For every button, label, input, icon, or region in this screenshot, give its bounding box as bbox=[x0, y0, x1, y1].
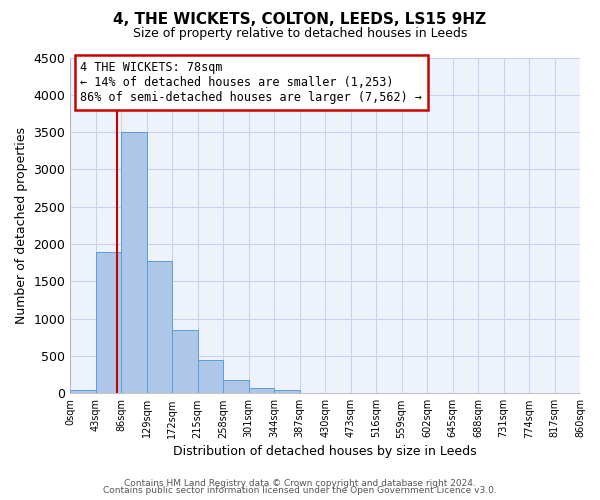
Bar bbox=[198, 360, 223, 394]
Bar bbox=[274, 390, 299, 394]
X-axis label: Distribution of detached houses by size in Leeds: Distribution of detached houses by size … bbox=[173, 444, 477, 458]
Text: 4 THE WICKETS: 78sqm
← 14% of detached houses are smaller (1,253)
86% of semi-de: 4 THE WICKETS: 78sqm ← 14% of detached h… bbox=[80, 61, 422, 104]
Y-axis label: Number of detached properties: Number of detached properties bbox=[15, 127, 28, 324]
Text: Contains HM Land Registry data © Crown copyright and database right 2024.: Contains HM Land Registry data © Crown c… bbox=[124, 478, 476, 488]
Text: 4, THE WICKETS, COLTON, LEEDS, LS15 9HZ: 4, THE WICKETS, COLTON, LEEDS, LS15 9HZ bbox=[113, 12, 487, 28]
Bar bbox=[248, 388, 274, 394]
Text: Size of property relative to detached houses in Leeds: Size of property relative to detached ho… bbox=[133, 28, 467, 40]
Text: Contains public sector information licensed under the Open Government Licence v3: Contains public sector information licen… bbox=[103, 486, 497, 495]
Bar bbox=[121, 132, 147, 394]
Bar bbox=[172, 330, 198, 394]
Bar bbox=[223, 380, 248, 394]
Bar bbox=[96, 252, 121, 394]
Bar bbox=[70, 390, 96, 394]
Bar bbox=[147, 261, 172, 394]
